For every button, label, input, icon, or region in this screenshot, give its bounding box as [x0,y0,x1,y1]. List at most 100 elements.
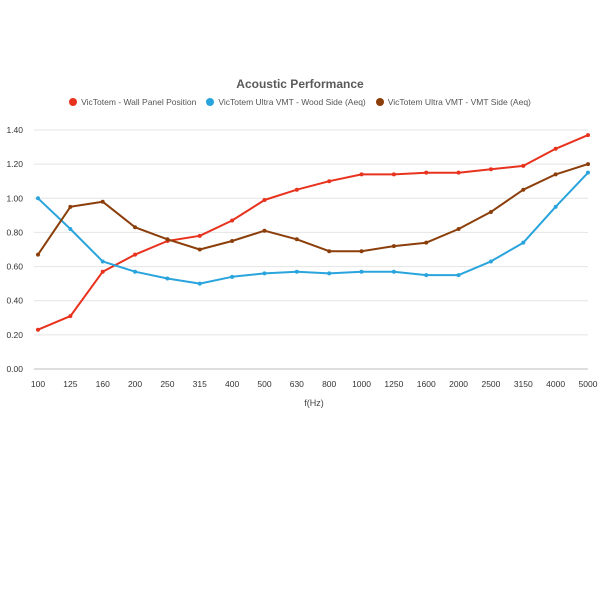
data-point [197,281,202,286]
legend-item-wood-side: VicTotem Ultra VMT - Wood Side (Aeq) [206,97,366,107]
x-tick-label: 800 [322,379,336,389]
data-point [165,237,170,242]
series-line [37,163,589,256]
data-point [359,172,364,177]
legend-marker-wood-side [206,98,215,106]
legend-label-wood-side: VicTotem Ultra VMT - Wood Side (Aeq) [218,97,366,107]
data-point [521,187,526,192]
data-point [133,269,138,274]
data-point [262,228,267,233]
data-point [521,240,526,245]
series-2 [36,162,590,257]
series-line [37,134,589,331]
series-0 [36,133,590,332]
data-point [456,170,461,175]
data-point [553,204,558,209]
data-point [456,273,461,278]
data-point [391,172,396,177]
chart-title: Acoustic Performance [236,77,364,91]
data-point [68,314,73,319]
series-1 [36,170,590,286]
data-point [327,179,332,184]
data-point [424,273,429,278]
x-tick-label: 5000 [579,379,598,389]
data-point [424,240,429,245]
x-tick-label: 160 [96,379,110,389]
series-line [37,172,589,285]
data-point [488,259,493,264]
data-point [100,269,105,274]
x-tick-label: 315 [193,379,207,389]
legend-label-vmt-side: VicTotem Ultra VMT - VMT Side (Aeq) [387,97,531,107]
data-point [165,276,170,281]
data-point [197,233,202,238]
data-point [100,199,105,204]
x-tick-label: 1250 [384,379,403,389]
data-point [230,218,235,223]
data-point [327,249,332,254]
y-tick-label: 0.00 [6,364,23,374]
data-point [36,252,40,257]
y-tick-label: 0.40 [6,296,23,306]
data-point [359,269,364,274]
data-point [391,244,396,249]
data-point [521,163,526,168]
data-point [294,187,299,192]
legend-item-wall-panel: VicTotem - Wall Panel Position [69,97,196,107]
y-tick-label: 1.00 [6,193,23,203]
data-point [391,269,396,274]
data-point [456,227,461,232]
y-tick-label: 1.40 [6,125,23,135]
legend-marker-vmt-side [375,98,384,106]
x-tick-label: 4000 [546,379,565,389]
series-lines [36,133,590,332]
data-point [586,170,590,175]
data-point [586,162,590,167]
data-point [424,170,429,175]
legend-item-vmt-side: VicTotem Ultra VMT - VMT Side (Aeq) [375,97,531,107]
x-tick-label: 2000 [449,379,468,389]
data-point [488,167,493,172]
data-point [262,271,267,276]
data-point [262,197,267,202]
x-tick-label: 1600 [417,379,436,389]
y-tick-label: 0.80 [6,227,23,237]
y-tick-label: 1.20 [6,159,23,169]
data-point [294,269,299,274]
data-point [133,252,138,257]
legend-marker-wall-panel [69,98,78,106]
data-point [553,146,558,151]
y-tick-label: 0.60 [6,262,23,272]
data-point [294,237,299,242]
legend: VicTotem - Wall Panel Position VicTotem … [0,97,600,107]
x-tick-label: 1000 [352,379,371,389]
x-tick-label: 100 [31,379,45,389]
data-point [586,133,590,138]
data-point [553,172,558,177]
gridlines [34,129,588,370]
x-tick-label: 200 [128,379,142,389]
legend-label-wall-panel: VicTotem - Wall Panel Position [81,97,197,107]
x-tick-label: 250 [160,379,174,389]
data-point [68,227,73,232]
x-tick-label: 3150 [514,379,533,389]
data-point [197,247,202,252]
data-point [36,327,40,332]
data-point [359,249,364,254]
x-axis-ticks: 100 125 160 200 250 315 400 500 630 800 1000 1250 16… [31,379,598,389]
data-point [230,238,235,243]
y-axis-ticks: 0.00 0.20 0.40 0.60 0.80 1.00 1.20 1.40 [6,125,23,374]
data-point [100,259,105,264]
y-tick-label: 0.20 [6,330,23,340]
x-axis-title: f(Hz) [304,398,324,408]
x-tick-label: 125 [63,379,77,389]
x-tick-label: 400 [225,379,239,389]
data-point [488,209,493,214]
data-point [133,225,138,230]
data-point [230,274,235,279]
data-point [68,204,73,209]
x-tick-label: 2500 [481,379,500,389]
data-point [36,196,40,201]
x-tick-label: 500 [257,379,271,389]
